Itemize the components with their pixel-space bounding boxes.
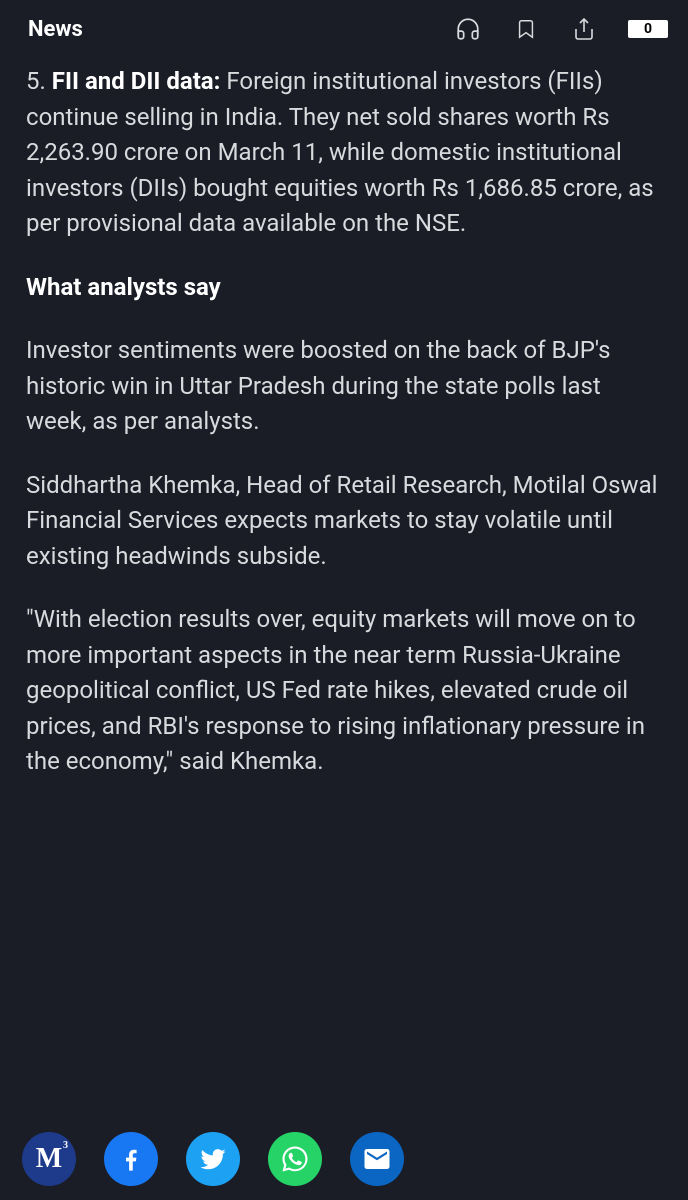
m-icon-sup: 3 bbox=[63, 1140, 68, 1151]
bookmark-icon bbox=[515, 16, 537, 42]
paragraph-khemka-quote: "With election results over, equity mark… bbox=[26, 602, 662, 780]
bookmark-button[interactable] bbox=[512, 15, 540, 43]
share-button[interactable] bbox=[570, 15, 598, 43]
share-bar: M 3 bbox=[0, 1118, 688, 1200]
page-title: News bbox=[28, 17, 83, 42]
header-bar: News 0 bbox=[0, 0, 688, 54]
article-content: 5. FII and DII data: Foreign institution… bbox=[0, 54, 688, 780]
headphones-icon bbox=[455, 16, 481, 42]
share-email-button[interactable] bbox=[350, 1132, 404, 1186]
paragraph-lead: FII and DII data: bbox=[52, 67, 221, 95]
listen-button[interactable] bbox=[454, 15, 482, 43]
paragraph-khemka-intro: Siddhartha Khemka, Head of Retail Resear… bbox=[26, 468, 662, 575]
share-whatsapp-button[interactable] bbox=[268, 1132, 322, 1186]
whatsapp-icon bbox=[280, 1144, 310, 1174]
share-facebook-button[interactable] bbox=[104, 1132, 158, 1186]
share-mobile-button[interactable]: M 3 bbox=[22, 1132, 76, 1186]
counter-badge[interactable]: 0 bbox=[628, 20, 668, 38]
m-icon: M bbox=[36, 1143, 62, 1175]
list-number: 5. bbox=[26, 67, 52, 95]
header-actions: 0 bbox=[454, 15, 668, 43]
facebook-icon bbox=[117, 1145, 145, 1173]
email-icon bbox=[362, 1144, 392, 1174]
subheading-analysts: What analysts say bbox=[26, 270, 662, 306]
paragraph-fii-dii: 5. FII and DII data: Foreign institution… bbox=[26, 64, 662, 242]
share-twitter-button[interactable] bbox=[186, 1132, 240, 1186]
share-icon bbox=[572, 16, 596, 42]
twitter-icon bbox=[198, 1144, 228, 1174]
paragraph-sentiment: Investor sentiments were boosted on the … bbox=[26, 333, 662, 440]
